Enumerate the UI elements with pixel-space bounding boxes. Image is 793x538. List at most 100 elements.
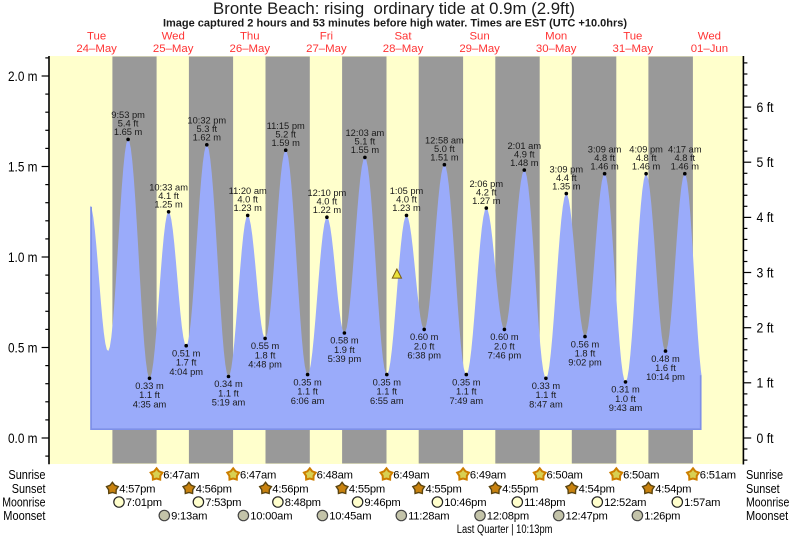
svg-text:6:55 am: 6:55 am <box>370 396 404 406</box>
svg-text:5:19 am: 5:19 am <box>212 398 246 408</box>
svg-text:11:48pm: 11:48pm <box>524 497 565 509</box>
svg-text:27–May: 27–May <box>306 43 347 55</box>
svg-text:4:56pm: 4:56pm <box>196 484 232 496</box>
svg-text:12:10 pm: 12:10 pm <box>308 188 347 198</box>
svg-text:6:50am: 6:50am <box>623 470 659 482</box>
svg-text:1.1 ft: 1.1 ft <box>376 387 397 397</box>
svg-text:0.56 m: 0.56 m <box>571 339 600 349</box>
svg-text:4:55pm: 4:55pm <box>349 484 385 496</box>
svg-text:6:49am: 6:49am <box>393 470 429 482</box>
svg-text:4:17 am: 4:17 am <box>668 144 702 154</box>
svg-text:10:00am: 10:00am <box>250 511 292 523</box>
svg-text:12:03 am: 12:03 am <box>346 128 385 138</box>
svg-text:Last Quarter | 10:13pm: Last Quarter | 10:13pm <box>457 524 553 536</box>
svg-text:1.0 m: 1.0 m <box>8 250 38 265</box>
svg-text:1.8 ft: 1.8 ft <box>575 349 596 359</box>
svg-text:9:46pm: 9:46pm <box>364 497 400 509</box>
svg-text:6:51am: 6:51am <box>700 470 736 482</box>
svg-text:1.48 m: 1.48 m <box>510 158 539 168</box>
svg-text:4:35 am: 4:35 am <box>133 399 167 409</box>
svg-text:9:13am: 9:13am <box>171 511 207 523</box>
svg-text:10:46pm: 10:46pm <box>444 497 486 509</box>
svg-text:1.23 m: 1.23 m <box>392 203 421 213</box>
svg-text:6:50am: 6:50am <box>547 470 583 482</box>
svg-text:Thu: Thu <box>240 31 260 43</box>
svg-text:1.8 ft: 1.8 ft <box>255 350 276 360</box>
svg-text:8:47 am: 8:47 am <box>529 399 563 409</box>
svg-text:1.25 m: 1.25 m <box>154 200 183 210</box>
svg-text:1:26pm: 1:26pm <box>644 511 680 523</box>
svg-text:1.1 ft: 1.1 ft <box>536 390 557 400</box>
svg-text:1.62 m: 1.62 m <box>193 133 222 143</box>
svg-text:0.5 m: 0.5 m <box>8 340 38 355</box>
svg-text:4 ft: 4 ft <box>757 210 774 225</box>
svg-text:3:09 pm: 3:09 pm <box>550 164 584 174</box>
svg-text:4.2 ft: 4.2 ft <box>476 187 497 197</box>
svg-text:0.33 m: 0.33 m <box>135 381 164 391</box>
svg-text:5 ft: 5 ft <box>757 155 774 170</box>
svg-text:10:45am: 10:45am <box>329 511 371 523</box>
svg-text:12:58 am: 12:58 am <box>425 135 464 145</box>
svg-text:7:53pm: 7:53pm <box>205 497 241 509</box>
svg-text:4.9 ft: 4.9 ft <box>514 149 535 159</box>
svg-text:4:48 pm: 4:48 pm <box>248 360 282 370</box>
svg-text:10:33 am: 10:33 am <box>149 183 188 193</box>
svg-text:2.0 ft: 2.0 ft <box>414 341 435 351</box>
svg-text:1 ft: 1 ft <box>757 376 774 391</box>
svg-text:Moonrise: Moonrise <box>2 495 45 510</box>
svg-text:Wed: Wed <box>162 31 185 43</box>
svg-text:4:09 pm: 4:09 pm <box>629 144 663 154</box>
svg-text:1.1 ft: 1.1 ft <box>218 388 239 398</box>
svg-text:1:05 pm: 1:05 pm <box>390 186 424 196</box>
svg-text:2.0 m: 2.0 m <box>8 69 38 84</box>
svg-text:6:47am: 6:47am <box>163 470 199 482</box>
svg-text:0.55 m: 0.55 m <box>251 341 280 351</box>
svg-text:4:54pm: 4:54pm <box>655 484 691 496</box>
svg-text:1.23 m: 1.23 m <box>233 203 262 213</box>
svg-text:7:01pm: 7:01pm <box>126 497 162 509</box>
svg-text:3 ft: 3 ft <box>757 265 774 280</box>
svg-text:1.1 ft: 1.1 ft <box>456 387 477 397</box>
svg-text:26–May: 26–May <box>230 43 271 55</box>
svg-text:5.0 ft: 5.0 ft <box>434 144 455 154</box>
svg-text:5.2 ft: 5.2 ft <box>275 129 296 139</box>
svg-text:1.27 m: 1.27 m <box>472 196 501 206</box>
svg-text:4.0 ft: 4.0 ft <box>317 196 338 206</box>
svg-text:4:55pm: 4:55pm <box>426 484 462 496</box>
svg-text:9:02 pm: 9:02 pm <box>568 358 602 368</box>
svg-text:1.46 m: 1.46 m <box>590 161 619 171</box>
svg-text:1.51 m: 1.51 m <box>430 152 459 162</box>
svg-text:10:32 pm: 10:32 pm <box>187 116 226 126</box>
svg-text:9:53 pm: 9:53 pm <box>111 110 145 120</box>
svg-text:0.48 m: 0.48 m <box>651 354 680 364</box>
svg-text:0.60 m: 0.60 m <box>490 332 519 342</box>
svg-text:2.0 ft: 2.0 ft <box>494 341 515 351</box>
svg-text:11:15 pm: 11:15 pm <box>267 121 305 131</box>
svg-text:Sunrise: Sunrise <box>8 467 45 482</box>
svg-text:1.0 ft: 1.0 ft <box>615 394 636 404</box>
svg-text:Image captured 2 hours and 53: Image captured 2 hours and 53 minutes be… <box>163 18 627 30</box>
svg-text:24–May: 24–May <box>76 43 117 55</box>
svg-text:12:08pm: 12:08pm <box>487 511 529 523</box>
svg-text:4.4 ft: 4.4 ft <box>556 173 577 183</box>
svg-text:0.35 m: 0.35 m <box>373 377 402 387</box>
svg-text:8:48pm: 8:48pm <box>285 497 321 509</box>
svg-text:4:56pm: 4:56pm <box>272 484 308 496</box>
svg-text:1.65 m: 1.65 m <box>114 127 143 137</box>
svg-text:0.35 m: 0.35 m <box>293 377 322 387</box>
svg-text:0.60 m: 0.60 m <box>410 332 439 342</box>
svg-text:Tue: Tue <box>623 31 642 43</box>
svg-text:2:01 am: 2:01 am <box>508 141 542 151</box>
svg-text:12:47pm: 12:47pm <box>566 511 608 523</box>
svg-text:Moonrise: Moonrise <box>746 495 789 510</box>
svg-text:30–May: 30–May <box>536 43 577 55</box>
svg-text:12:52am: 12:52am <box>604 497 646 509</box>
svg-text:0 ft: 0 ft <box>757 431 774 446</box>
svg-text:Mon: Mon <box>545 31 567 43</box>
svg-text:4.0 ft: 4.0 ft <box>237 195 258 205</box>
svg-text:25–May: 25–May <box>153 43 194 55</box>
svg-text:6:47am: 6:47am <box>240 470 276 482</box>
svg-text:9:43 am: 9:43 am <box>609 403 643 413</box>
svg-text:5:39 pm: 5:39 pm <box>328 354 362 364</box>
svg-text:7:46 pm: 7:46 pm <box>488 351 522 361</box>
